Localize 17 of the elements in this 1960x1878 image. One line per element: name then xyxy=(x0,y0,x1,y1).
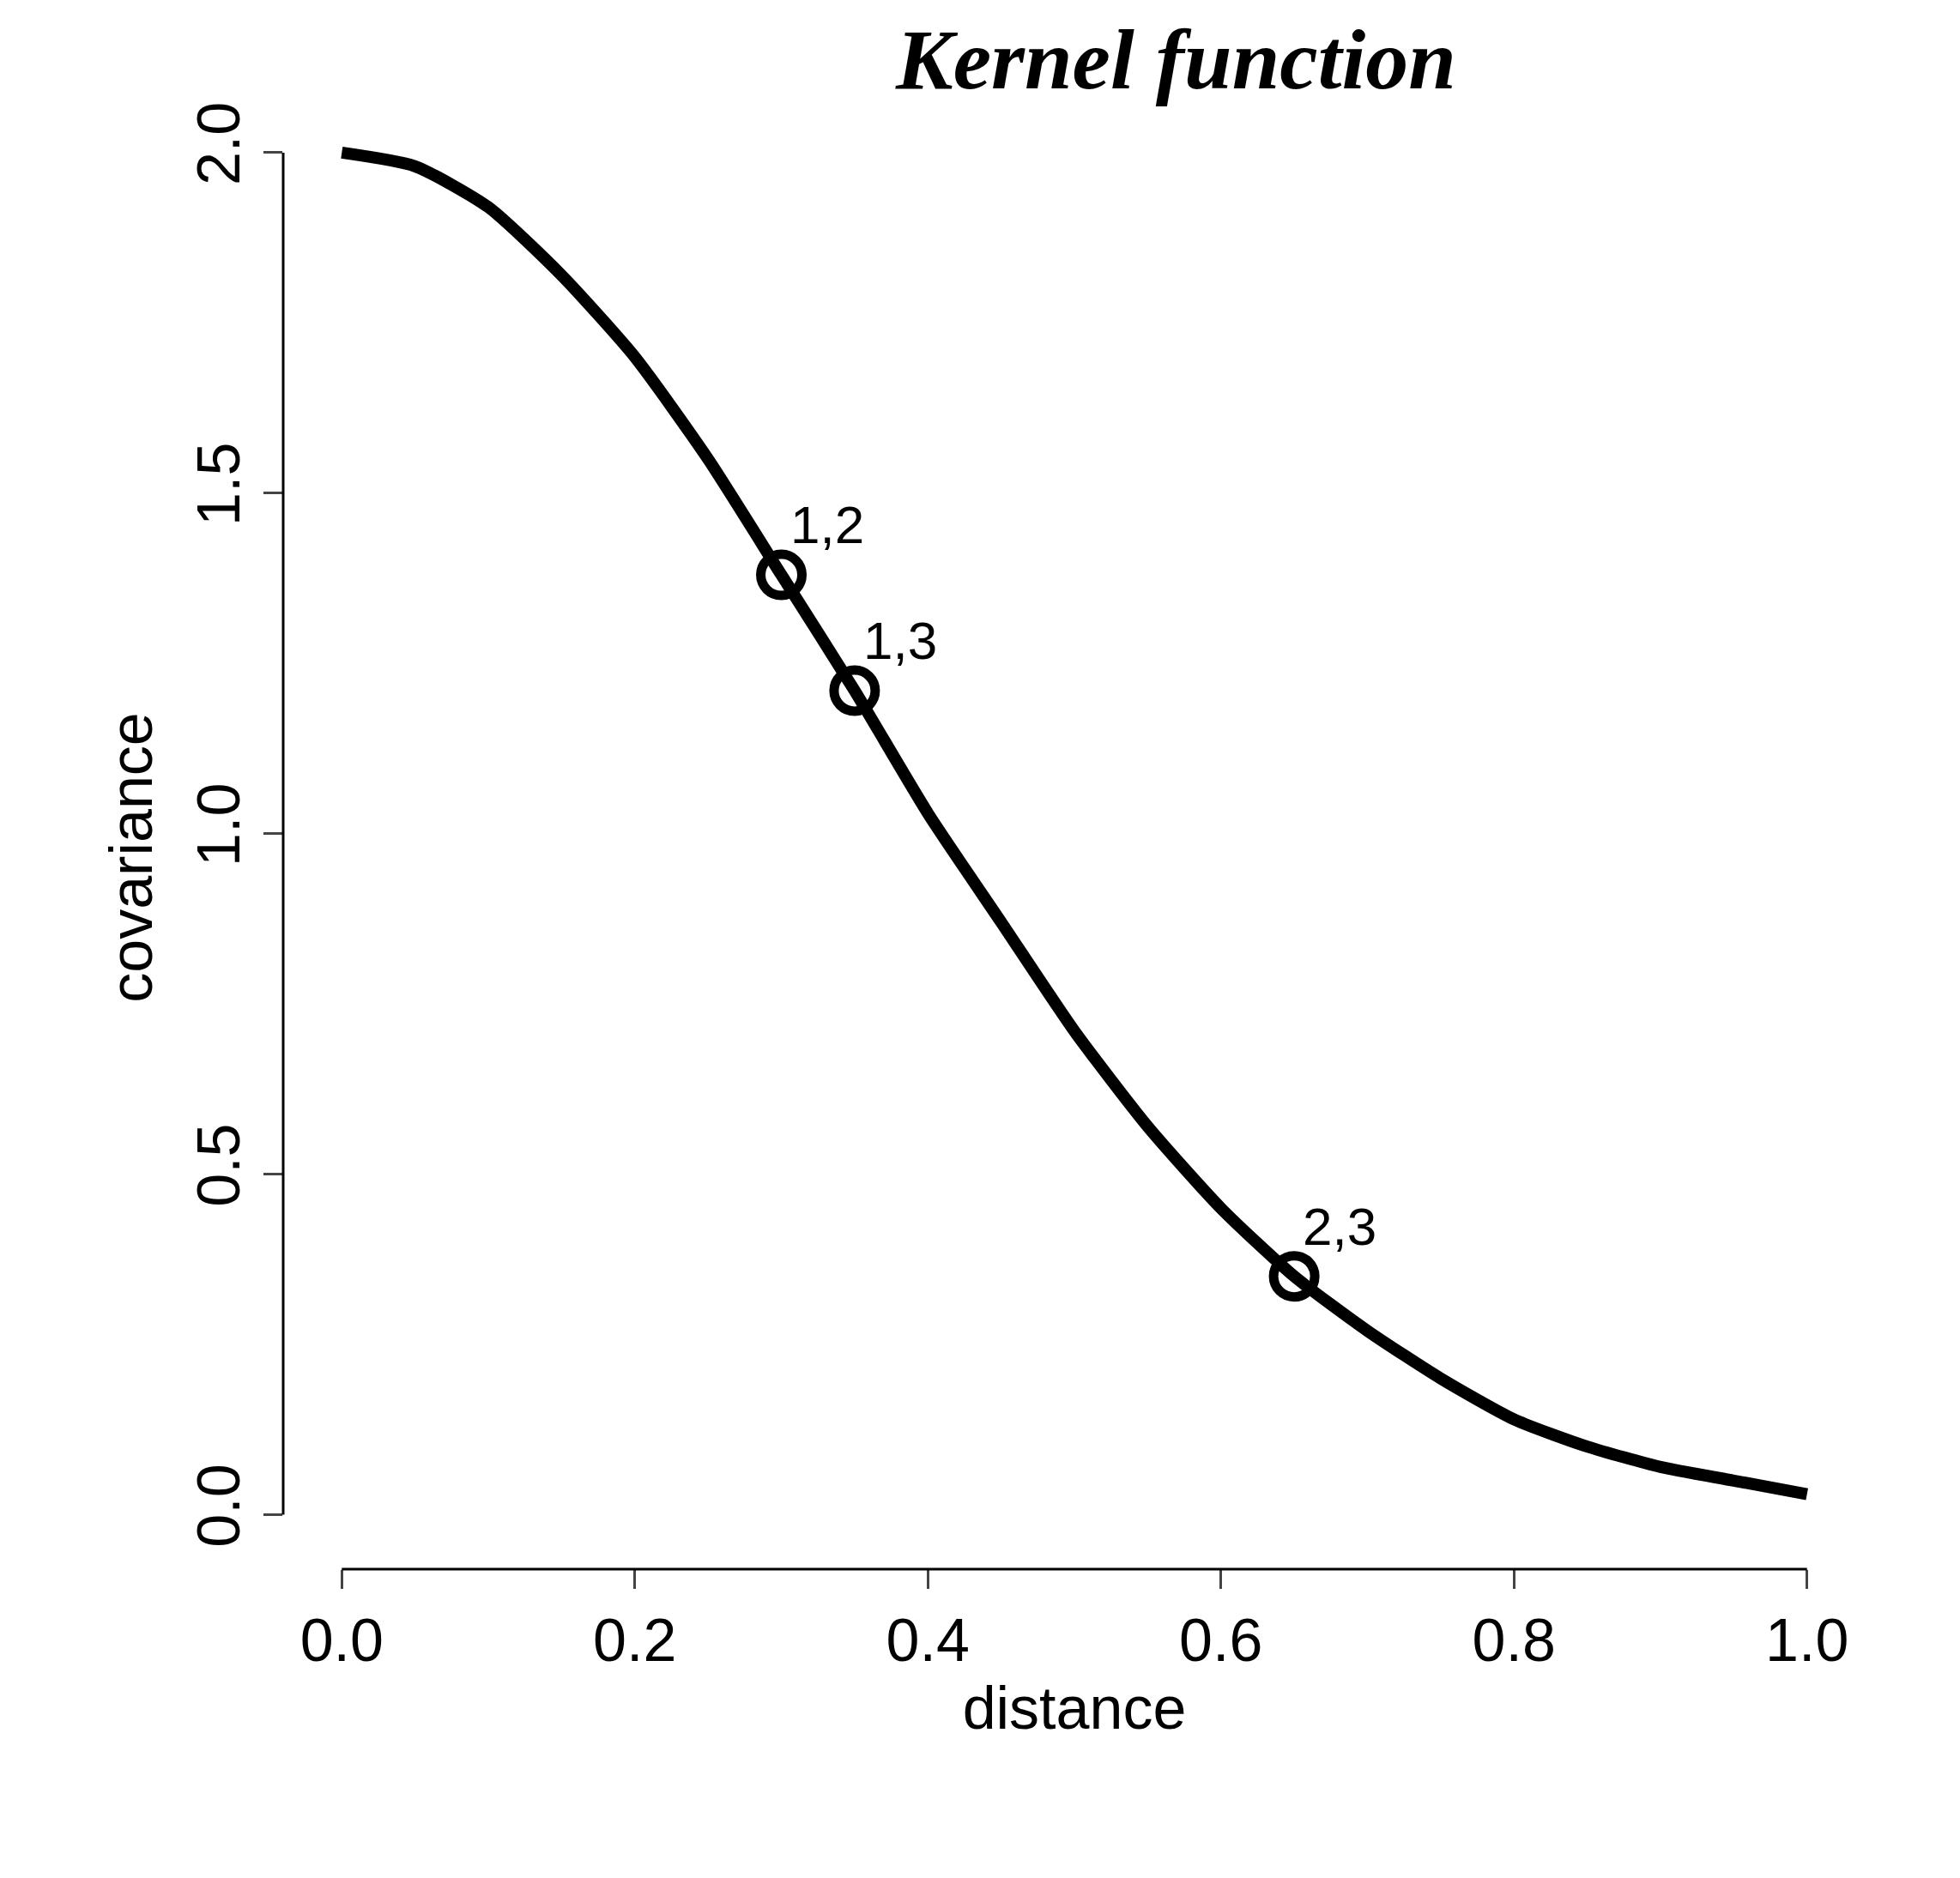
x-axis-title: distance xyxy=(962,1674,1187,1742)
y-axis-title: covariance xyxy=(98,712,165,1003)
x-tick-label: 1.0 xyxy=(1765,1607,1849,1674)
chart-title: Kernel function xyxy=(894,11,1456,107)
annotation: 1,3 xyxy=(863,611,938,670)
x-tick-label: 0.8 xyxy=(1472,1607,1556,1674)
y-tick-label: 1.5 xyxy=(185,442,252,526)
y-tick-label: 0.0 xyxy=(185,1464,252,1548)
annotation: 1,2 xyxy=(790,495,865,554)
annotation: 2,3 xyxy=(1303,1197,1377,1256)
x-tick-label: 0.6 xyxy=(1179,1607,1263,1674)
x-tick-label: 0.2 xyxy=(593,1607,677,1674)
x-tick-label: 0.4 xyxy=(886,1607,970,1674)
y-tick-label: 2.0 xyxy=(185,101,252,186)
x-tick-label: 0.0 xyxy=(299,1607,384,1674)
y-tick-label: 0.5 xyxy=(185,1123,252,1207)
y-tick-label: 1.0 xyxy=(185,782,252,867)
